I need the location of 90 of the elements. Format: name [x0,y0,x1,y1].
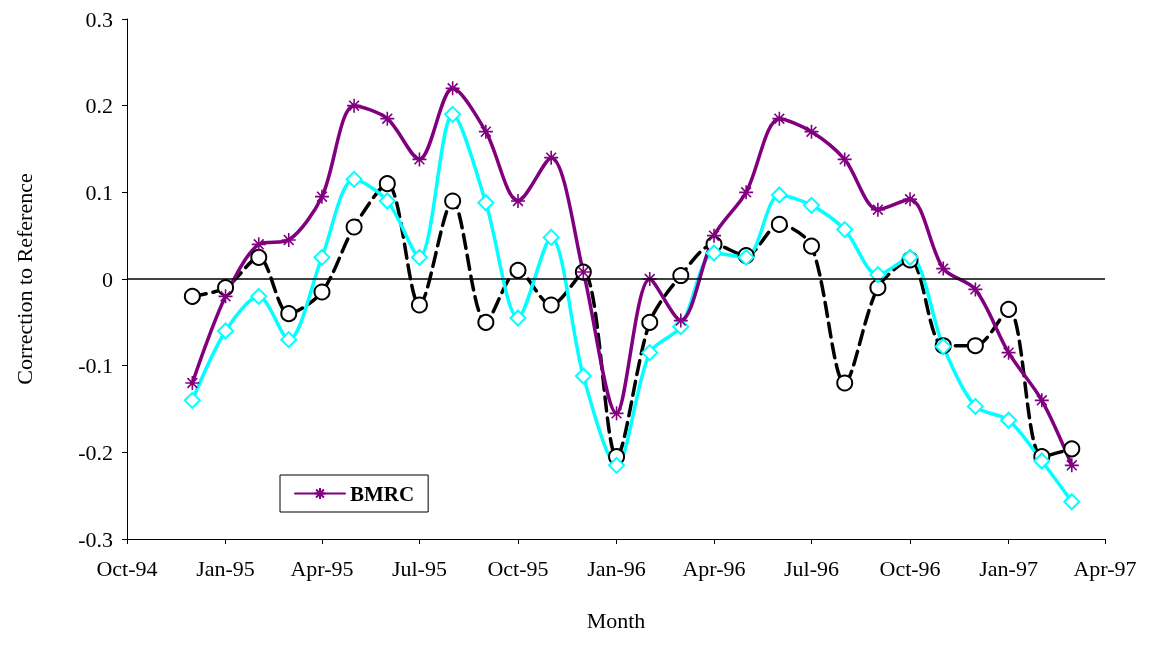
point [641,271,658,287]
point [509,309,527,327]
point [542,228,560,246]
point [477,194,495,212]
point [641,313,659,331]
point [770,215,788,233]
point [1034,392,1050,409]
point [836,151,853,168]
y-tick-label: -0.2 [78,439,113,465]
point [1000,411,1018,429]
x-axis-title: Month [586,607,646,633]
point [477,313,495,331]
point [346,97,362,114]
point [738,184,754,201]
point [378,175,396,193]
point [183,391,201,409]
point [280,331,298,349]
point [510,193,526,209]
point [836,221,854,239]
point [509,261,527,279]
point [966,397,984,415]
point [378,192,396,210]
point [444,105,462,123]
point [184,375,201,391]
point [543,149,559,166]
legend-label: BMRC [350,481,415,506]
x-tick-label: Oct-94 [96,555,158,581]
point [542,296,560,314]
point [1063,440,1081,458]
point [870,201,886,218]
y-tick-label: 0.1 [85,179,113,205]
point [1063,493,1081,511]
point [183,287,201,305]
point [770,186,788,204]
x-tick-label: Jan-97 [979,555,1038,581]
point [803,123,820,140]
x-tick-label: Oct-96 [879,555,941,581]
point [411,151,428,168]
point [1000,344,1017,361]
point [608,405,625,422]
x-tick-label: Oct-95 [487,555,549,581]
point [706,227,722,244]
point [802,196,820,214]
point [410,296,428,314]
point [217,288,234,305]
point [1000,300,1018,318]
point [869,279,887,297]
point [673,312,689,329]
point [967,281,984,298]
point [1063,457,1080,474]
point [608,456,626,474]
point [478,123,494,140]
x-tick-label: Apr-96 [682,555,746,581]
point [280,305,298,323]
point [313,283,331,301]
point [379,110,396,127]
point [345,218,363,236]
point [935,260,952,277]
point [966,337,984,355]
point [574,367,592,385]
x-tick-label: Jul-96 [783,555,839,581]
y-tick-label: 0 [102,266,113,292]
point [641,344,659,362]
x-tick-label: Jul-95 [391,555,447,581]
point [217,322,235,340]
x-tick-label: Jan-96 [587,555,646,581]
point [803,237,820,255]
point [250,248,268,266]
y-tick-label: -0.3 [78,526,113,552]
point [444,80,461,97]
point [836,374,854,392]
y-tick-label: 0.3 [85,6,113,32]
point [1033,452,1051,470]
point [771,110,788,127]
point [250,287,268,305]
x-tick-label: Apr-97 [1073,555,1137,581]
point [410,248,428,266]
point [250,236,267,253]
y-tick-label: 0.2 [85,93,113,119]
point [280,232,297,248]
point [313,248,331,266]
x-tick-label: Jan-95 [196,555,255,581]
point [444,192,462,210]
point [314,188,330,205]
y-axis-title: Correction to Reference [11,173,37,385]
point [705,244,723,262]
y-tick-label: -0.1 [78,353,113,379]
point [345,170,363,188]
point [902,191,918,208]
x-tick-label: Apr-95 [290,555,354,581]
